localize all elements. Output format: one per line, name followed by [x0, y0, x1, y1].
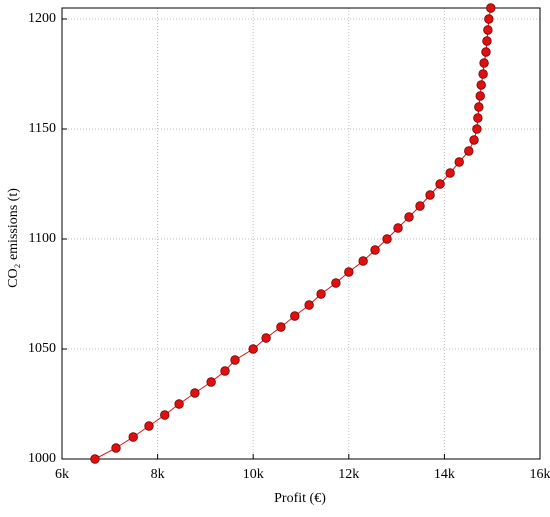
point — [91, 455, 100, 464]
y-tick-label: 1150 — [29, 121, 56, 136]
point — [485, 15, 494, 24]
point — [277, 323, 286, 332]
point — [317, 290, 326, 299]
point — [221, 367, 230, 376]
point — [371, 246, 380, 255]
plot-frame — [62, 8, 540, 459]
point — [290, 312, 299, 321]
point — [345, 268, 354, 277]
point — [207, 378, 216, 387]
point — [475, 103, 484, 112]
y-tick-label: 1100 — [29, 231, 56, 246]
x-tick-label: 10k — [243, 467, 264, 482]
point — [249, 345, 258, 354]
point — [455, 158, 464, 167]
point — [479, 70, 488, 79]
x-tick-label: 14k — [434, 467, 455, 482]
y-tick-label: 1200 — [28, 11, 56, 26]
point — [160, 411, 169, 420]
point — [470, 136, 479, 145]
point — [383, 235, 392, 244]
point — [145, 422, 154, 431]
line — [95, 8, 491, 459]
y-tick-label: 1050 — [28, 341, 56, 356]
point — [477, 81, 486, 90]
point — [405, 213, 414, 222]
point — [112, 444, 121, 453]
point — [464, 147, 473, 156]
y-axis-label: CO₂ emissions (t) — [6, 188, 21, 288]
point — [474, 114, 483, 123]
point — [231, 356, 240, 365]
point — [436, 180, 445, 189]
x-tick-label: 16k — [530, 467, 550, 482]
x-axis-label: Profit (€) — [274, 491, 326, 506]
point — [484, 26, 493, 35]
point — [473, 125, 482, 134]
point — [191, 389, 200, 398]
point — [359, 257, 368, 266]
point — [476, 92, 485, 101]
point — [426, 191, 435, 200]
x-tick-label: 8k — [151, 467, 165, 482]
y-tick-label: 1000 — [28, 451, 56, 466]
point — [332, 279, 341, 288]
point — [416, 202, 425, 211]
point — [175, 400, 184, 409]
point — [446, 169, 455, 178]
point — [262, 334, 271, 343]
point — [480, 59, 489, 68]
point — [305, 301, 314, 310]
x-tick-label: 6k — [55, 467, 69, 482]
point — [129, 433, 138, 442]
point — [486, 4, 495, 13]
point — [394, 224, 403, 233]
point — [483, 37, 492, 46]
x-tick-label: 12k — [338, 467, 359, 482]
point — [482, 48, 491, 57]
